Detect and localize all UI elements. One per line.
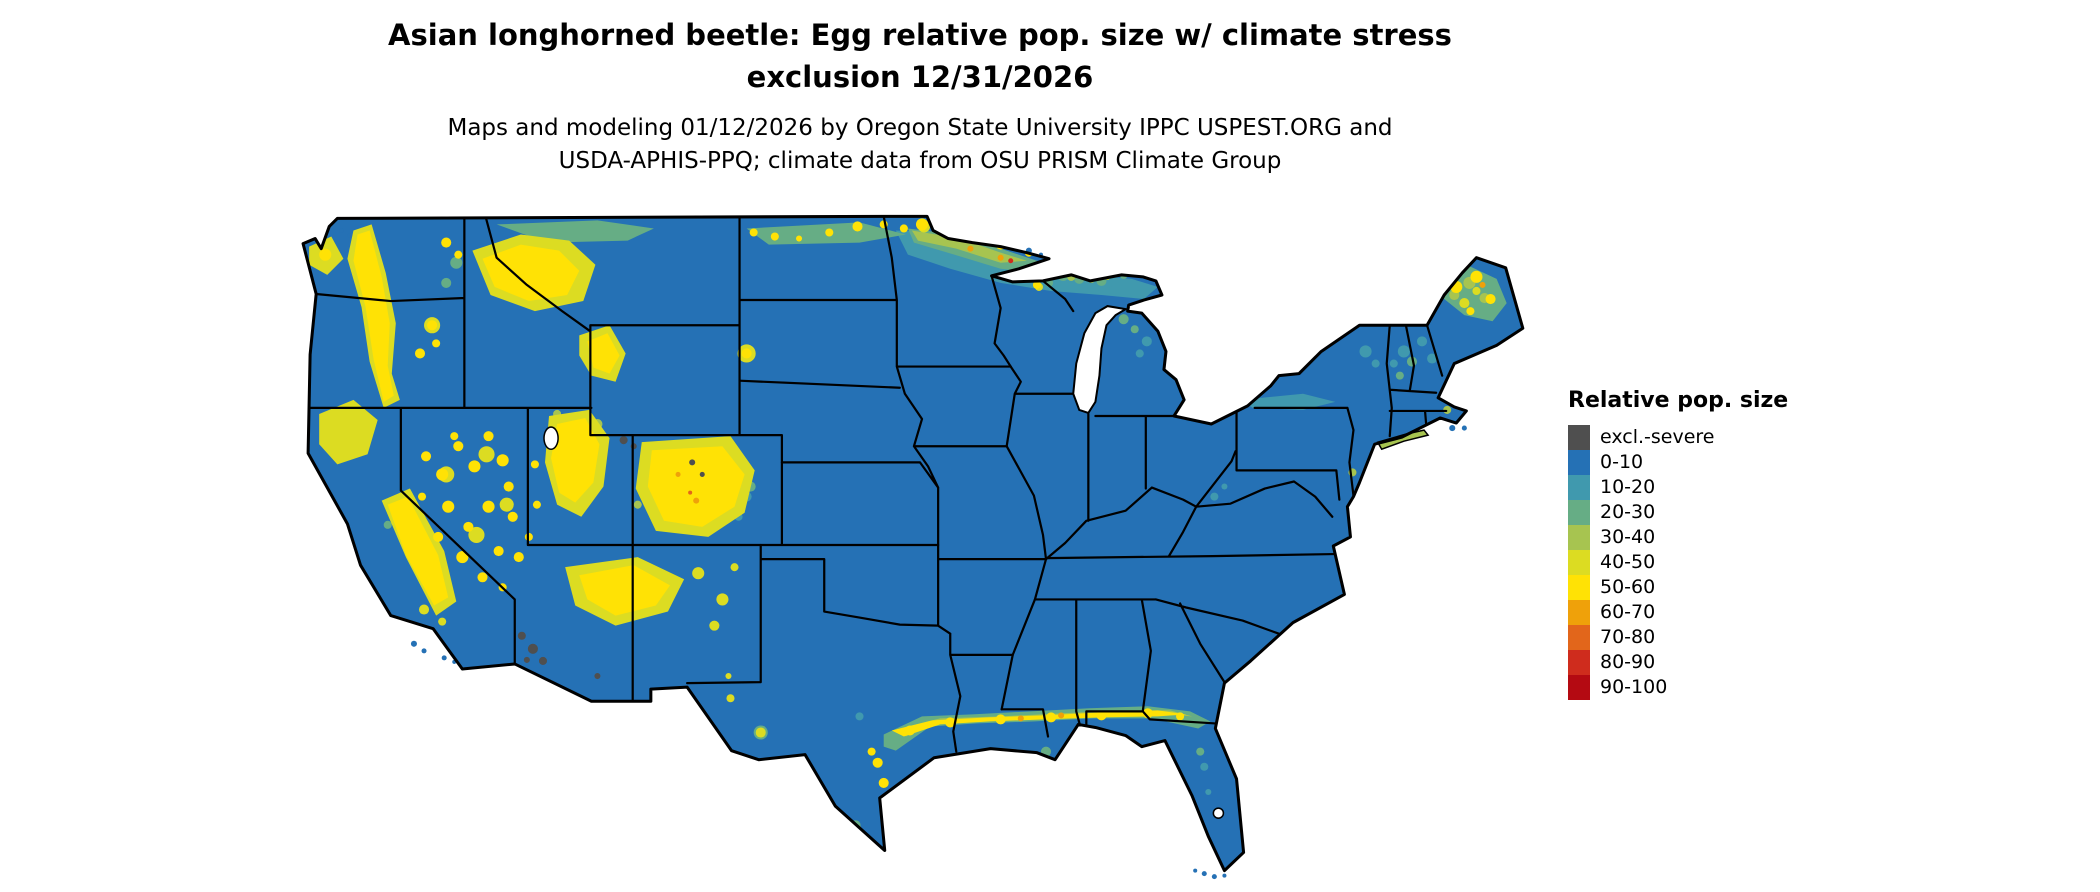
map-title-line1: Asian longhorned beetle: Egg relative po… <box>388 18 1452 52</box>
legend-swatch <box>1568 525 1590 550</box>
map-subtitle: Maps and modeling 01/12/2026 by Oregon S… <box>160 112 1680 178</box>
state-borders <box>309 216 1448 753</box>
legend-title: Relative pop. size <box>1568 388 1789 413</box>
legend-label: 60-70 <box>1600 601 1656 623</box>
map-title-line2: exclusion 12/31/2026 <box>746 60 1094 94</box>
legend-swatch <box>1568 425 1590 450</box>
legend-swatch <box>1568 550 1590 575</box>
legend-label: 30-40 <box>1600 526 1656 548</box>
legend-item: 90-100 <box>1568 675 1848 700</box>
legend-item: 50-60 <box>1568 575 1848 600</box>
legend-swatch <box>1568 500 1590 525</box>
map-subtitle-line1: Maps and modeling 01/12/2026 by Oregon S… <box>447 115 1393 141</box>
legend-label: 20-30 <box>1600 501 1656 523</box>
map-subtitle-line2: USDA-APHIS-PPQ; climate data from OSU PR… <box>558 148 1282 174</box>
legend-label: 50-60 <box>1600 576 1656 598</box>
legend-items: excl.-severe 0-10 10-20 20-30 30-40 40-50 50-6… <box>1568 425 1848 700</box>
legend-item: 40-50 <box>1568 550 1848 575</box>
legend-swatch <box>1568 475 1590 500</box>
map-legend: Relative pop. size excl.-severe 0-10 10-20… <box>1568 388 1848 700</box>
us-map <box>295 200 1545 890</box>
patches-50-60 <box>319 218 1496 834</box>
legend-swatch <box>1568 625 1590 650</box>
legend-label: 40-50 <box>1600 551 1656 573</box>
legend-item: 80-90 <box>1568 650 1848 675</box>
legend-label: excl.-severe <box>1600 426 1715 448</box>
lake-michigan <box>1072 305 1129 415</box>
legend-item: 70-80 <box>1568 625 1848 650</box>
legend-label: 90-100 <box>1600 676 1668 698</box>
legend-swatch <box>1568 575 1590 600</box>
raster-patches <box>309 216 1507 842</box>
legend-item: 0-10 <box>1568 450 1848 475</box>
figure-titles: Asian longhorned beetle: Egg relative po… <box>160 14 1680 178</box>
legend-item: 20-30 <box>1568 500 1848 525</box>
legend-item: excl.-severe <box>1568 425 1848 450</box>
legend-swatch <box>1568 450 1590 475</box>
legend-label: 80-90 <box>1600 651 1656 673</box>
lakes <box>543 305 1225 819</box>
legend-label: 10-20 <box>1600 476 1656 498</box>
legend-label: 0-10 <box>1600 451 1644 473</box>
legend-swatch <box>1568 650 1590 675</box>
legend-item: 30-40 <box>1568 525 1848 550</box>
lake-okeechobee <box>1212 807 1225 819</box>
legend-item: 10-20 <box>1568 475 1848 500</box>
legend-label: 70-80 <box>1600 626 1656 648</box>
legend-swatch <box>1568 675 1590 700</box>
legend-item: 60-70 <box>1568 600 1848 625</box>
legend-swatch <box>1568 600 1590 625</box>
us-map-svg <box>301 214 1525 880</box>
great-salt-lake <box>543 426 559 450</box>
